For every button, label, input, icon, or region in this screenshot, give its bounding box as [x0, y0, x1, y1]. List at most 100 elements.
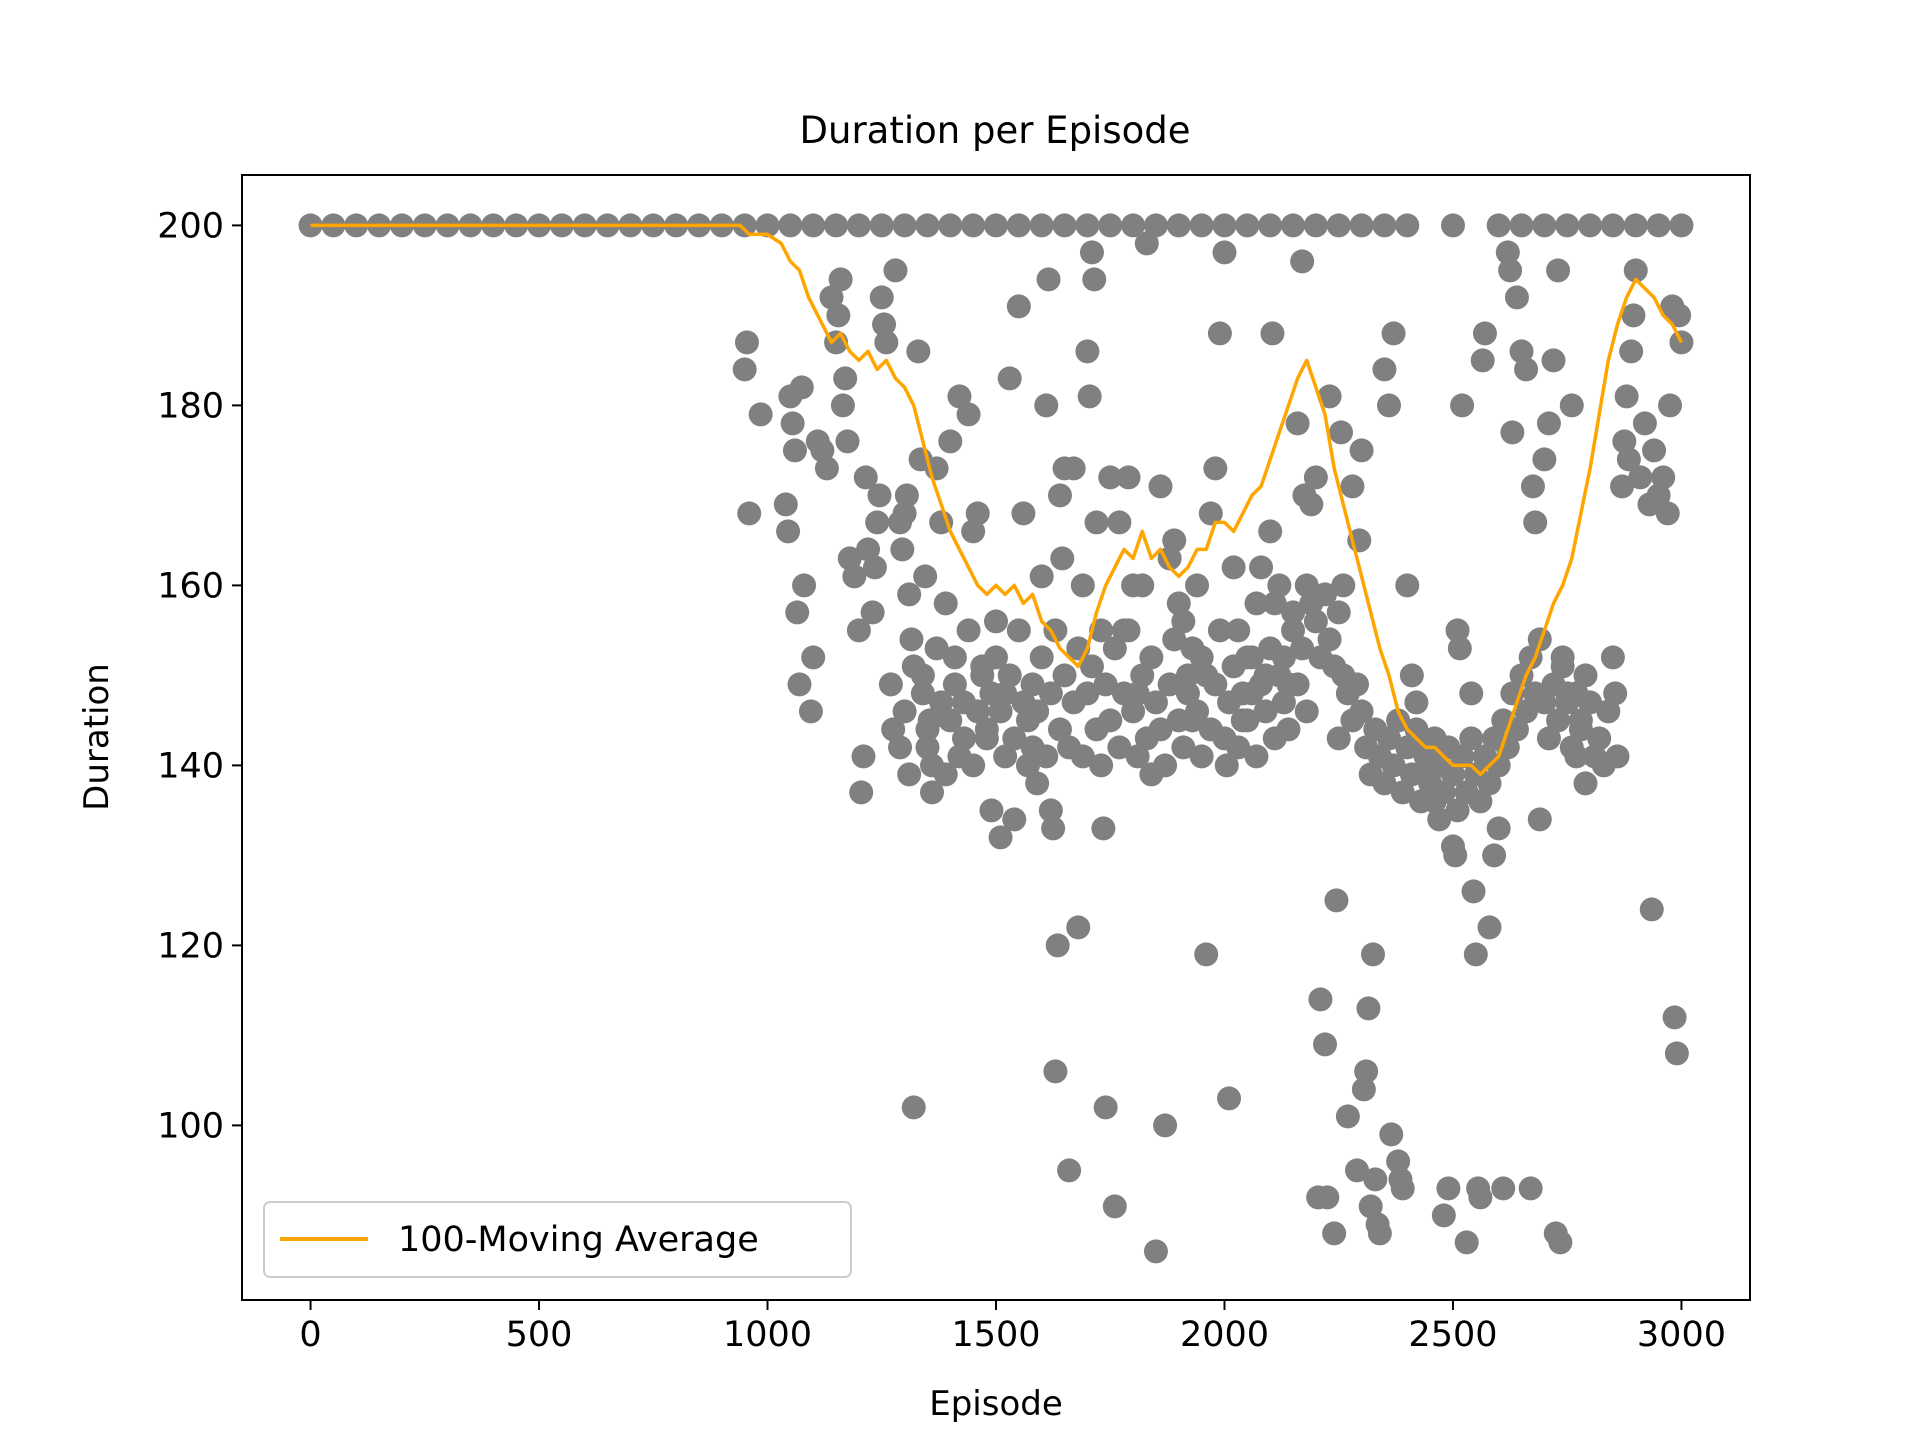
scatter-point — [1559, 735, 1584, 760]
scatter-point — [1079, 654, 1104, 679]
scatter-point — [1253, 699, 1278, 724]
scatter-point — [924, 636, 949, 661]
scatter-point — [1212, 213, 1237, 238]
scatter-point — [1361, 942, 1385, 967]
scatter-point — [1143, 213, 1168, 238]
scatter-point — [1006, 618, 1031, 643]
scatter-point — [1436, 1176, 1461, 1201]
scatter-point — [1203, 672, 1228, 697]
scatter-point — [984, 213, 1008, 238]
scatter-point — [1431, 1203, 1456, 1228]
scatter-point — [1217, 1086, 1242, 1111]
scatter-point — [1276, 717, 1301, 742]
scatter-point — [1175, 681, 1200, 706]
scatter-point — [897, 582, 922, 607]
scatter-point — [1116, 465, 1141, 490]
scatter-point — [1612, 429, 1637, 454]
scatter-point — [984, 609, 1008, 634]
scatter-point — [1459, 726, 1484, 751]
scatter-point — [1363, 1167, 1388, 1192]
scatter-point — [1267, 663, 1292, 688]
scatter-point — [853, 465, 878, 490]
scatter-point — [1578, 213, 1603, 238]
scatter-point — [1532, 690, 1557, 715]
scatter-point — [1600, 213, 1625, 238]
scatter-point — [1050, 546, 1075, 571]
scatter-point — [979, 681, 1004, 706]
scatter-point — [1102, 1194, 1127, 1219]
scatter-point — [1091, 816, 1116, 841]
legend-label: 100-Moving Average — [398, 1220, 759, 1260]
scatter-point — [1445, 798, 1470, 823]
scatter-point — [883, 258, 908, 283]
scatter-point — [1066, 915, 1091, 940]
scatter-point — [942, 645, 967, 670]
scatter-point — [1587, 726, 1612, 751]
scatter-point — [1376, 726, 1401, 751]
scatter-point — [1102, 636, 1127, 661]
scatter-point — [1655, 501, 1680, 526]
scatter-point — [1052, 663, 1077, 688]
scatter-point — [993, 744, 1018, 769]
scatter-point — [1029, 213, 1054, 238]
scatter-point — [1600, 645, 1625, 670]
scatter-point — [828, 267, 853, 292]
scatter-point — [1651, 465, 1676, 490]
scatter-point — [1041, 816, 1066, 841]
y-axis-ticks: 100 120 140 160 180 200 — [157, 206, 242, 1146]
scatter-point — [1514, 357, 1539, 382]
scatter-point — [1470, 348, 1495, 373]
scatter-point — [1281, 618, 1306, 643]
moving-average-layer — [310, 223, 1684, 777]
scatter-point — [1440, 762, 1465, 787]
scatter-point — [1075, 339, 1100, 364]
scatter-point — [1514, 699, 1539, 724]
scatter-point — [1079, 240, 1104, 265]
scatter-point — [801, 645, 826, 670]
y-tick-label: 140 — [157, 746, 224, 786]
scatter-point — [1290, 249, 1315, 274]
scatter-point — [842, 564, 867, 589]
scatter-point — [1495, 735, 1520, 760]
scatter-point — [938, 708, 963, 733]
scatter-point — [1121, 699, 1146, 724]
scatter-point — [867, 483, 892, 508]
scatter-point — [1509, 213, 1534, 238]
scatter-point — [997, 663, 1022, 688]
scatter-point — [1025, 699, 1050, 724]
scatter-point — [1260, 321, 1285, 346]
scatter-point — [1313, 1032, 1338, 1057]
scatter-point — [835, 429, 860, 454]
x-tick-label: 3000 — [1637, 1315, 1726, 1355]
scatter-point — [1299, 492, 1324, 517]
scatter-point — [892, 501, 917, 526]
scatter-point — [1546, 708, 1571, 733]
scatter-point — [1386, 1149, 1411, 1174]
scatter-point — [1045, 933, 1070, 958]
scatter-point — [824, 213, 849, 238]
scatter-point — [732, 213, 757, 238]
scatter-point — [1326, 213, 1351, 238]
scatter-point — [1070, 573, 1095, 598]
scatter-point — [1002, 726, 1027, 751]
scatter-point — [913, 564, 938, 589]
x-tick-label: 0 — [299, 1315, 321, 1355]
scatter-point — [1603, 681, 1628, 706]
scatter-point — [1477, 915, 1502, 940]
scatter-point — [878, 672, 903, 697]
scatter-point — [1212, 240, 1237, 265]
scatter-point — [780, 411, 805, 436]
scatter-point — [1153, 753, 1178, 778]
scatter-point — [778, 213, 803, 238]
scatter-point — [1034, 744, 1059, 769]
scatter-point — [1093, 1095, 1118, 1120]
scatter-point — [789, 375, 814, 400]
scatter-point — [1006, 213, 1031, 238]
y-tick-label: 160 — [157, 566, 224, 606]
scatter-point — [1573, 663, 1598, 688]
scatter-point — [1379, 1122, 1404, 1147]
scatter-point — [1461, 879, 1486, 904]
scatter-point — [810, 438, 835, 463]
scatter-point — [1509, 339, 1534, 364]
